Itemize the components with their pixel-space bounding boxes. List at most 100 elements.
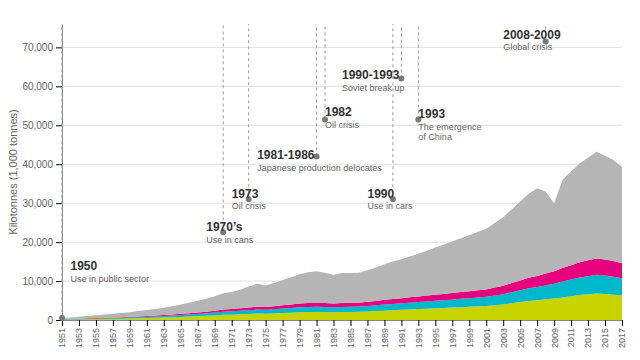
tick: 1987	[363, 320, 373, 348]
tick-mark	[56, 86, 62, 87]
annotation-sublabel-line: Use in cans	[206, 235, 254, 245]
tick-label: 1989	[380, 328, 390, 348]
axis-line	[62, 25, 63, 321]
tick-mark	[588, 320, 589, 326]
tick-mark	[79, 320, 80, 326]
grid	[62, 47, 622, 320]
tick-label: 1951	[57, 328, 67, 348]
tick-label: 1957	[108, 328, 118, 348]
tick: 2017	[617, 320, 627, 348]
tick: 1973	[244, 320, 254, 348]
tick-mark	[554, 320, 555, 326]
tick-mark	[401, 320, 402, 326]
tick-label: 1999	[465, 328, 475, 348]
tick-mark	[418, 320, 419, 326]
annotation-line	[401, 24, 402, 79]
annotation-line	[418, 24, 419, 119]
tick: 1975	[261, 320, 271, 348]
tick-mark	[283, 320, 284, 326]
annotation-sublabel-line: Oil crisis	[325, 120, 359, 130]
tick: 1957	[108, 320, 118, 348]
tick-label: 1985	[346, 328, 356, 348]
tick: 40,000	[22, 159, 62, 170]
tick: 1985	[346, 320, 356, 348]
annotation-line	[223, 24, 224, 232]
tick-label: 1965	[176, 328, 186, 348]
tick-mark	[198, 320, 199, 326]
tick: 1983	[329, 320, 339, 348]
tick: 1995	[431, 320, 441, 348]
tick-mark	[520, 320, 521, 326]
tick-mark	[384, 320, 385, 326]
annotation-sublabel: Use in public sector	[70, 274, 149, 284]
tick-mark	[605, 320, 606, 326]
tick-label: 1975	[261, 328, 271, 348]
tick-mark	[537, 320, 538, 326]
tick: 1955	[91, 320, 101, 348]
tick-label: 1997	[448, 328, 458, 348]
tick-label: 2007	[533, 328, 543, 348]
tick: 1989	[380, 320, 390, 348]
annotation-sublabel: Use in cars	[367, 201, 413, 211]
tick-label: 2015	[600, 328, 610, 348]
annotation-line	[248, 24, 249, 199]
annotation-label: 1981-1986	[257, 148, 315, 162]
tick-label: 1955	[91, 328, 101, 348]
tick: 1971	[227, 320, 237, 348]
tick-mark	[96, 320, 97, 326]
tick: 60,000	[22, 81, 62, 92]
annotation-sublabel-line: Japanese production delocates	[257, 163, 382, 173]
tick: 1951	[57, 320, 67, 348]
annotation-label: 2008-2009	[503, 28, 561, 42]
annotation-sublabel-line: The emergence	[418, 122, 481, 132]
tick: 1991	[397, 320, 407, 348]
tick-mark	[350, 320, 351, 326]
tick-label: 1991	[397, 328, 407, 348]
tick: 1967	[193, 320, 203, 348]
tick: 1965	[176, 320, 186, 348]
tick: 1979	[295, 320, 305, 348]
tick-mark	[164, 320, 165, 326]
annotation-sublabel: Use in cans	[206, 235, 254, 245]
tick-label: 1981	[312, 328, 322, 348]
annotation-label: 1982	[325, 105, 352, 119]
tick: 1969	[210, 320, 220, 348]
tick-label: 60,000	[22, 81, 53, 92]
tick-mark	[181, 320, 182, 326]
tick-mark	[56, 125, 62, 126]
tick-label: 1963	[159, 328, 169, 348]
tick-mark	[113, 320, 114, 326]
tick-mark	[452, 320, 453, 326]
tick-mark	[56, 281, 62, 282]
tick-label: 2011	[566, 328, 576, 347]
annotation-sublabel: Japanese production delocates	[257, 163, 382, 173]
annotation-sublabel-line: Use in cars	[367, 201, 413, 211]
tick: 70,000	[22, 42, 62, 53]
annotation-sublabel-line: Global crisis	[503, 42, 553, 52]
tick: 1997	[448, 320, 458, 348]
annotation-label: 1973	[232, 187, 259, 201]
annotation-sublabel-line: of China	[418, 132, 452, 142]
tick: 2011	[566, 320, 576, 347]
tick: 20,000	[22, 237, 62, 248]
annotation-sublabel-line: Soviet break up	[342, 83, 405, 93]
annotation-label: 1990	[367, 187, 394, 201]
x-axis: 1951195319551957195919611963196519671969…	[57, 320, 627, 348]
tick-label: 2003	[499, 328, 509, 348]
tick-label: 1971	[227, 328, 237, 348]
annotation-label: 1993	[418, 107, 445, 121]
tick: 1953	[74, 320, 84, 348]
annotation-sublabel: The emergenceof China	[418, 122, 481, 142]
tick: 30,000	[22, 198, 62, 209]
annotation-sublabel-line: Use in public sector	[70, 274, 149, 284]
tick: 1959	[125, 320, 135, 348]
tick-mark	[317, 320, 318, 326]
annotation-line	[62, 24, 63, 318]
annotation-line	[392, 24, 393, 199]
tick-label: 10,000	[22, 276, 53, 287]
annotation-label: 1990-1993	[342, 68, 400, 82]
tick-label: 30,000	[22, 198, 53, 209]
tick-label: 0	[47, 315, 53, 326]
annotation-sublabel-line: Oil crisis	[232, 201, 266, 211]
tick-mark	[147, 320, 148, 326]
